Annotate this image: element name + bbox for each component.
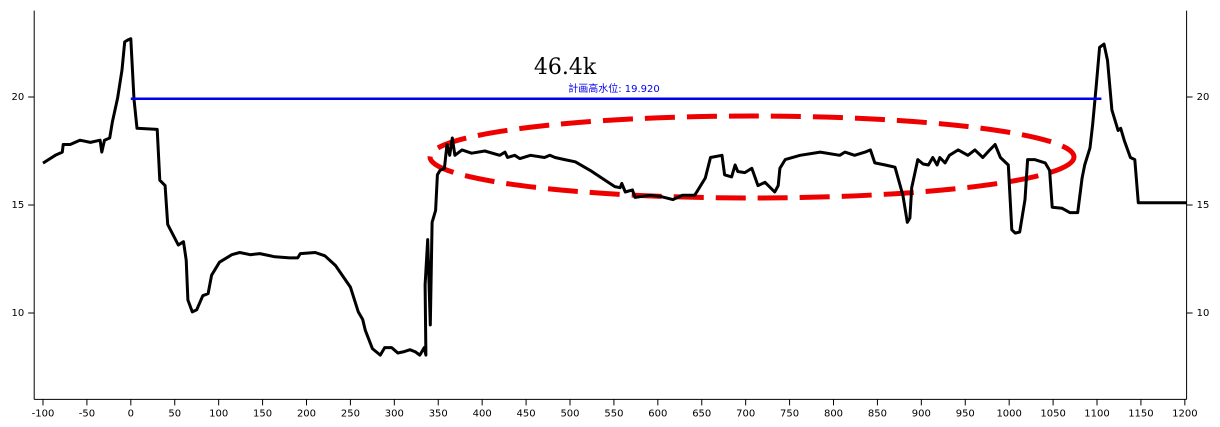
x-tick-label: 1100 xyxy=(1084,408,1109,419)
x-tick-label: -50 xyxy=(79,408,95,419)
x-tick-label: 800 xyxy=(824,408,843,419)
x-tick-label: -100 xyxy=(32,408,55,419)
y2-tick-label: 15 xyxy=(1197,200,1210,211)
y2-tick-label: 10 xyxy=(1197,308,1210,319)
series-line xyxy=(42,37,1187,357)
x-tick-label: 150 xyxy=(253,408,272,419)
x-tick-label: 450 xyxy=(517,408,536,419)
x-tick-label: 900 xyxy=(912,408,931,419)
x-tick-label: 1000 xyxy=(996,408,1021,419)
water-level-label: 計画高水位: 19.920 xyxy=(568,82,660,95)
x-tick-label: 1150 xyxy=(1128,408,1153,419)
x-tick-label: 600 xyxy=(648,408,667,419)
x-tick-label: 350 xyxy=(429,408,448,419)
x-tick-label: 250 xyxy=(341,408,360,419)
x-tick-label: 700 xyxy=(736,408,755,419)
chart-title: 46.4k xyxy=(534,55,597,80)
x-tick-label: 650 xyxy=(692,408,711,419)
x-tick-label: 400 xyxy=(473,408,492,419)
x-tick-label: 1200 xyxy=(1172,408,1197,419)
x-tick-label: 850 xyxy=(868,408,887,419)
x-tick-label: 100 xyxy=(209,408,228,419)
highlight-ellipse xyxy=(427,113,1077,201)
y-tick-label: 15 xyxy=(11,200,24,211)
x-tick-label: 1050 xyxy=(1040,408,1065,419)
y2-tick-label: 20 xyxy=(1197,92,1210,103)
x-tick-label: 750 xyxy=(780,408,799,419)
x-tick-label: 300 xyxy=(385,408,404,419)
x-tick-label: 500 xyxy=(560,408,579,419)
x-tick-label: 50 xyxy=(168,408,181,419)
x-tick-label: 950 xyxy=(956,408,975,419)
y-tick-label: 10 xyxy=(11,308,24,319)
y-tick-label: 20 xyxy=(11,92,24,103)
x-tick-label: 200 xyxy=(297,408,316,419)
x-tick-label: 550 xyxy=(604,408,623,419)
x-tick-label: 0 xyxy=(128,408,134,419)
